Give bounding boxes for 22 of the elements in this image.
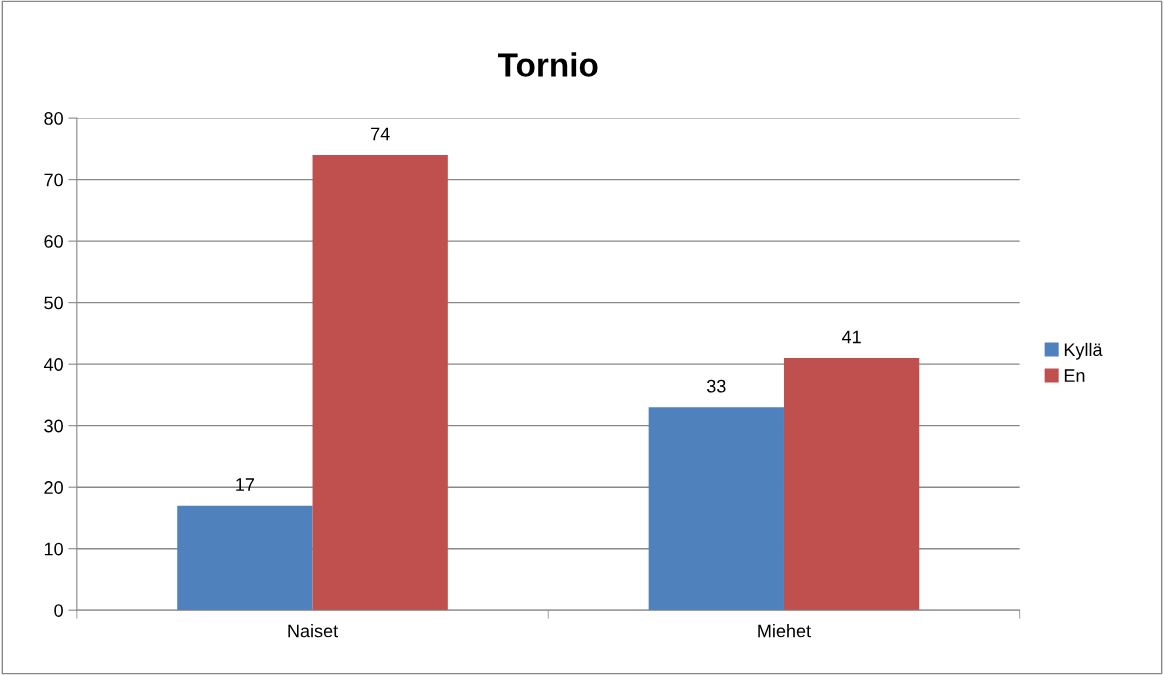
y-tick-label: 30 [44,419,63,433]
data-label: 17 [236,478,255,491]
y-tick-label: 0 [54,604,63,617]
bar [312,155,448,611]
data-label: 74 [371,127,390,141]
bar [783,358,920,611]
data-label: 41 [841,330,861,344]
legend-label: En [1064,369,1085,382]
y-tick-label: 20 [44,481,63,494]
data-label: 33 [706,379,726,393]
bar [177,505,313,611]
x-tick-label: Naiset [288,624,338,638]
chart-title: Tornio [498,52,598,77]
y-tick-label: 80 [44,112,63,125]
y-tick-label: 10 [44,542,63,556]
legend-label: Kyllä [1064,342,1103,360]
y-tick-label: 50 [44,296,63,310]
y-tick-label: 70 [44,173,63,187]
y-tick-label: 60 [44,235,63,248]
x-tick-label: Miehet [758,624,811,638]
y-tick-label: 40 [43,358,63,371]
bar [648,407,784,611]
